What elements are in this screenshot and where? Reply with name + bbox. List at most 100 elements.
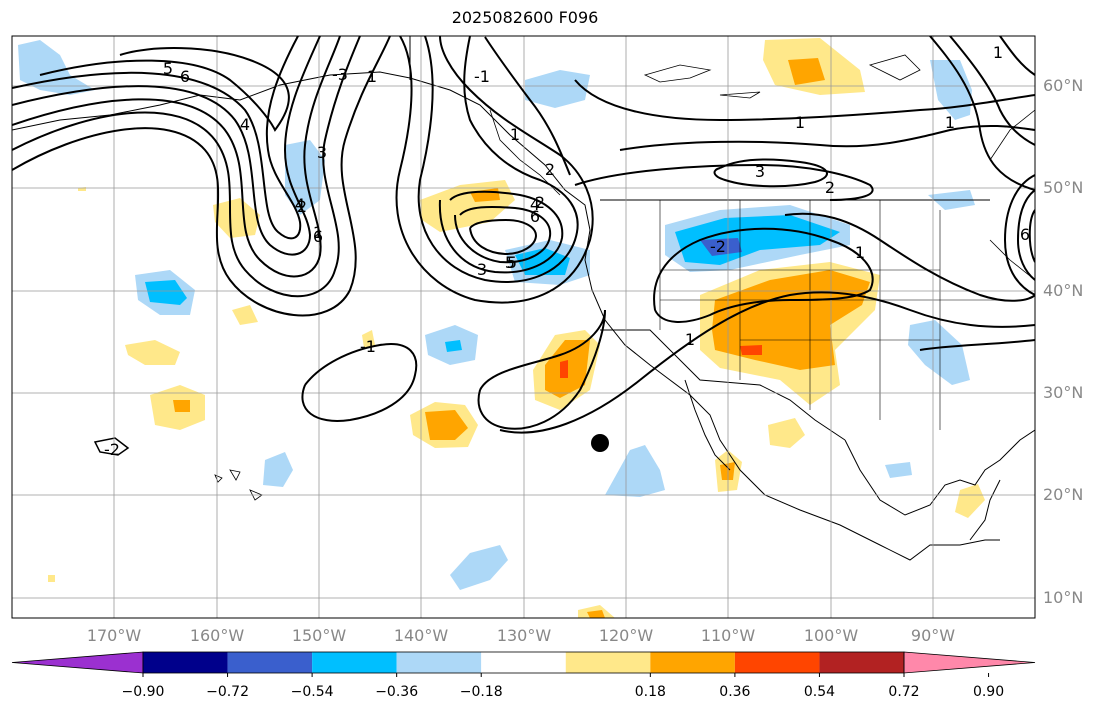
lon-label: 90°W [910, 626, 956, 645]
contour-label: 2 [535, 193, 545, 212]
contour-label: 1 [510, 125, 520, 144]
contour-label: 4 [240, 115, 250, 134]
colorbar-tick-label: 0.72 [888, 684, 920, 700]
contour-6 [39, 47, 290, 132]
contour-label: 6 [313, 227, 323, 246]
contour-2 [12, 36, 361, 298]
contour-label: -2 [104, 440, 120, 459]
anomaly-pos-small-1 [232, 305, 258, 325]
anomaly-pos-south-core [587, 610, 605, 618]
map-background [12, 36, 1035, 618]
contour-label: 5 [505, 253, 515, 272]
contour-13 [301, 343, 418, 422]
anomaly-neg-gulf-mexico [885, 462, 912, 478]
coast-east [989, 109, 1035, 281]
contour-label: 1 [993, 43, 1003, 62]
anomaly-pos-small-3 [362, 330, 375, 348]
anomaly-fills [18, 38, 985, 618]
anomaly-neg-pacific-1-core [145, 280, 187, 305]
contour-24 [1003, 174, 1035, 296]
anomaly-pos-small-2 [125, 340, 180, 365]
lon-label: 120°W [598, 626, 654, 645]
contour-15 [499, 291, 1035, 434]
contour-4 [12, 36, 321, 256]
colorbar-tick-label: −0.54 [290, 684, 334, 700]
lon-label: 140°W [393, 626, 449, 645]
colorbar-tick-label: 0.18 [634, 684, 666, 700]
colorbar-tick-label: −0.36 [375, 684, 419, 700]
anomaly-pos-mexico [768, 418, 805, 448]
anomaly-pos-yucatan [955, 484, 985, 518]
contour-25 [1016, 189, 1035, 281]
contour-label: 3 [477, 260, 487, 279]
contour-label: 2 [297, 197, 307, 216]
contour-14 [477, 309, 606, 430]
arctic-islands [643, 54, 921, 99]
contour-label: 4 [530, 195, 540, 214]
anomaly-pos-california-max [560, 360, 568, 378]
contour-label: 6 [180, 67, 190, 86]
contour-label: -3 [332, 65, 348, 84]
anomaly-pos-gulf [213, 198, 260, 238]
contour-16 [574, 79, 1035, 122]
lat-label: 30°N [1043, 383, 1084, 402]
contour-label: 1 [367, 67, 377, 86]
lon-label: 170°W [86, 626, 142, 645]
colorbar-tick-label: −0.72 [206, 684, 249, 700]
anomaly-neg-pacific-2-core [445, 340, 462, 352]
lon-label: 160°W [189, 626, 245, 645]
lon-label: 130°W [496, 626, 552, 645]
coastlines [12, 36, 1035, 561]
contour-label: 3 [317, 143, 327, 162]
lat-label: 10°N [1043, 588, 1084, 607]
coast-yucatan [969, 479, 1001, 541]
contour-17 [574, 163, 874, 201]
contour-label: 1 [855, 243, 865, 262]
anomaly-pos-pacific-core [173, 400, 190, 412]
colorbar-swatch [819, 652, 904, 673]
map-title: 2025082600 F096 [451, 8, 599, 27]
contour-label: 1 [313, 223, 323, 242]
colorbar-swatch [312, 652, 397, 673]
colorbar [11, 651, 1036, 677]
marker-dot [591, 434, 609, 452]
coast-baja [684, 379, 731, 471]
colorbar-swatch [734, 652, 820, 673]
contour-20 [653, 227, 874, 323]
colorbar-swatch [565, 652, 651, 673]
anomaly-neg-rockies-max [700, 238, 742, 256]
contour-label: -1 [360, 337, 376, 356]
contour-23 [949, 36, 1035, 146]
lat-label: 50°N [1043, 178, 1084, 197]
contour-label: 2 [545, 160, 555, 179]
contour-label: 5 [163, 59, 173, 78]
contour-11 [469, 218, 538, 256]
contour-10 [454, 205, 552, 264]
colorbar-tick-label: 0.90 [972, 684, 1005, 700]
contour-label: 6 [1020, 225, 1030, 244]
contour-label: -2 [710, 237, 726, 256]
coast-west [12, 71, 1000, 561]
colorbar-swatch [650, 652, 735, 673]
contour-26 [1028, 209, 1035, 263]
colorbar-frame [142, 651, 905, 674]
contours [12, 36, 1035, 434]
contour-label: 1 [945, 113, 955, 132]
lon-label: 110°W [700, 626, 756, 645]
colorbar-swatch [481, 652, 566, 673]
contour-1 [12, 36, 391, 317]
contour-22 [929, 36, 1035, 191]
lat-label: 60°N [1043, 76, 1084, 95]
coast-inlets [489, 109, 561, 196]
anomaly-pos-north-core [788, 58, 825, 85]
contour-label: 6 [530, 207, 540, 226]
contour-18 [713, 158, 828, 188]
contour-19 [619, 124, 1035, 151]
contour-label: 1 [685, 330, 695, 349]
colorbar-extend-low [11, 651, 144, 674]
contour-label: 1 [795, 113, 805, 132]
contour-label: -1 [474, 67, 490, 86]
colorbar-tick-label: −0.18 [459, 684, 503, 700]
